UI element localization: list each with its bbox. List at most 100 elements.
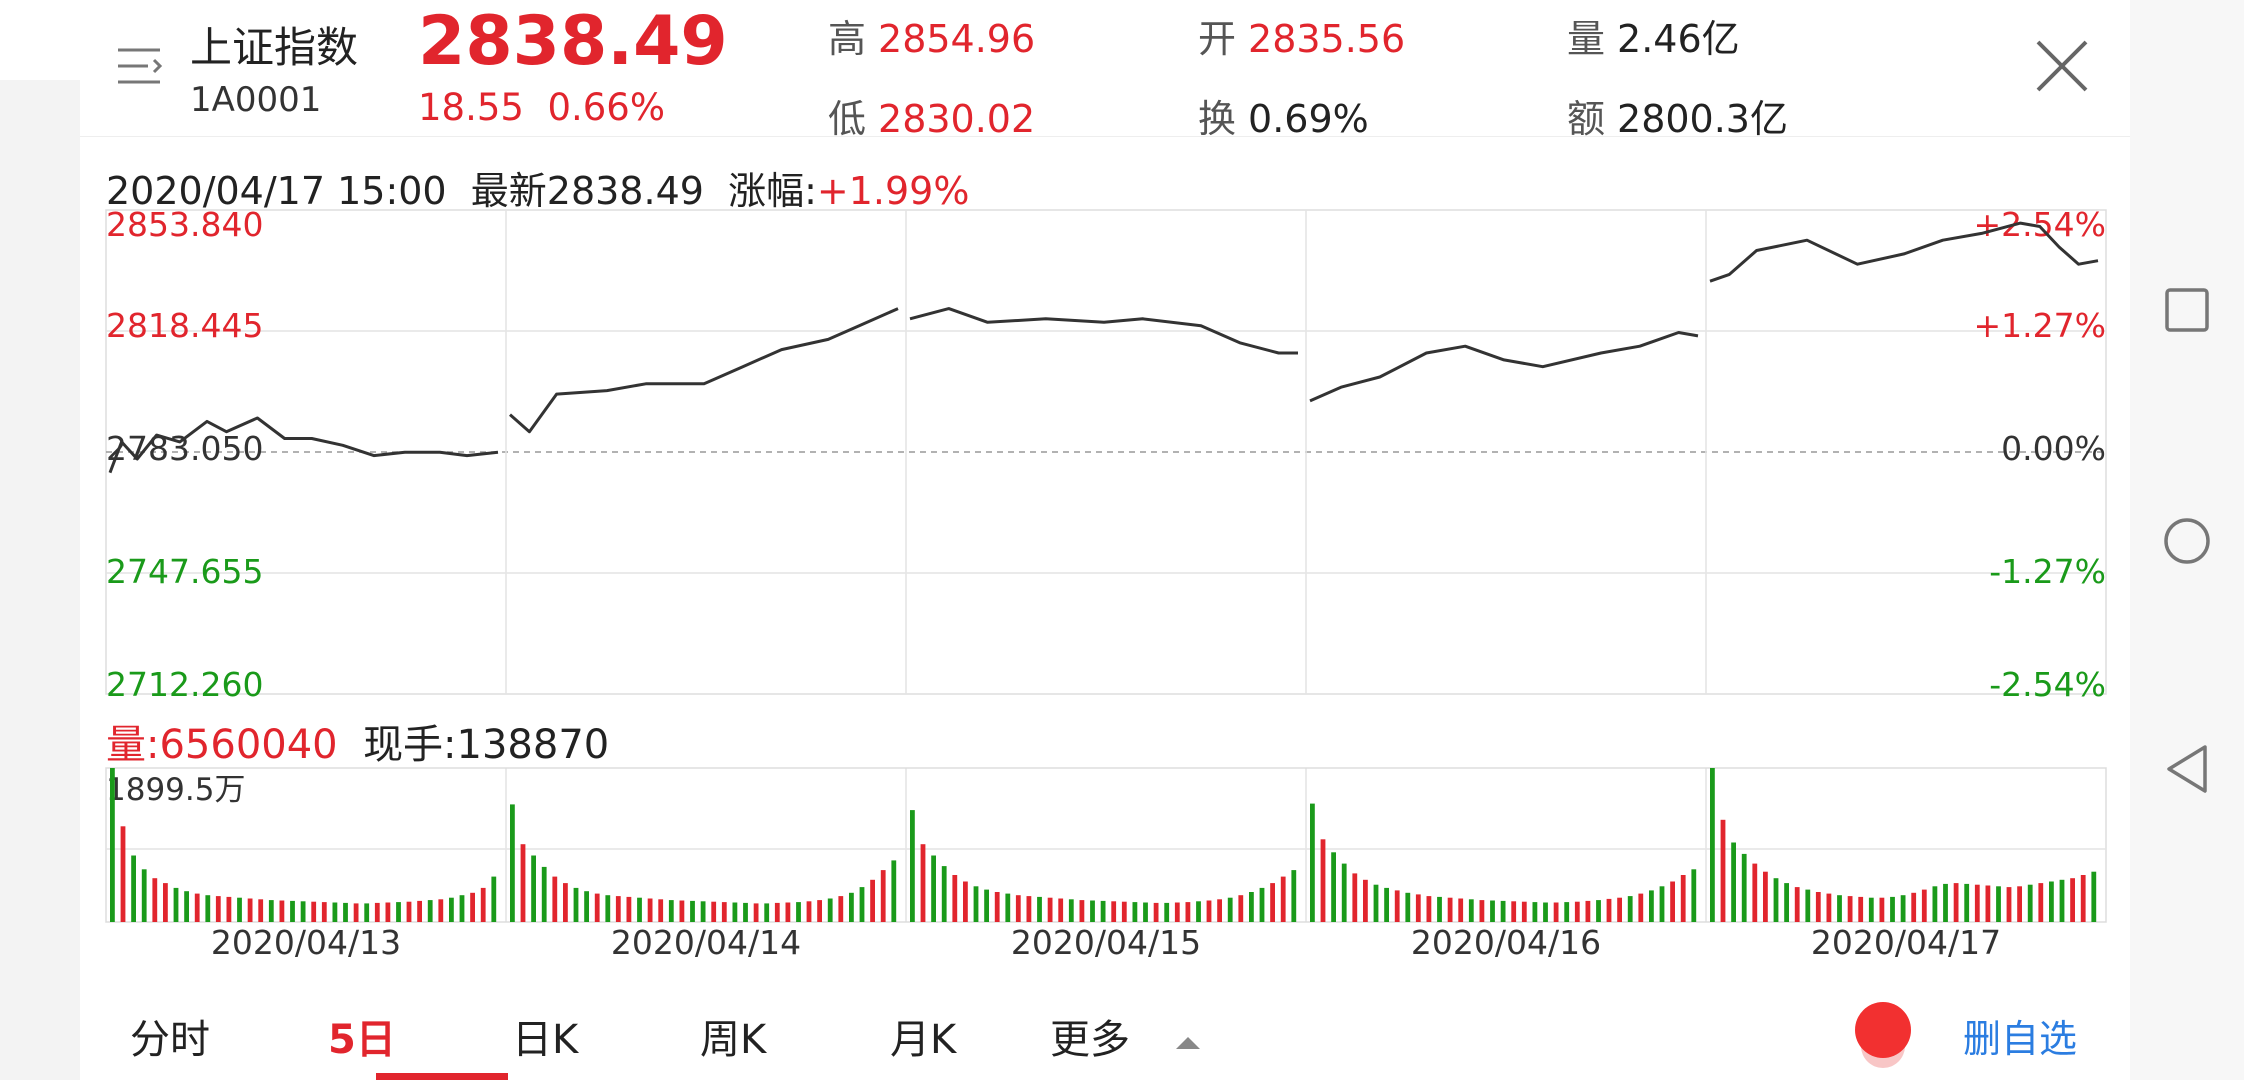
- close-icon[interactable]: [2032, 36, 2092, 96]
- stat-low: 低 2830.02: [828, 88, 1035, 143]
- volume-bar: [406, 901, 412, 922]
- volume-bar: [721, 902, 727, 922]
- y-tick-label: 2853.840: [106, 205, 263, 244]
- y-tick-label: 2712.260: [106, 665, 263, 704]
- volume-bar: [531, 855, 536, 922]
- volume-bar: [438, 899, 444, 922]
- volume-bar: [1784, 883, 1789, 922]
- tab-more[interactable]: 更多: [1050, 1007, 1203, 1065]
- info-latest: 最新2838.49: [470, 169, 704, 213]
- volume-bar: [205, 895, 211, 922]
- volume-bar: [1270, 883, 1275, 922]
- home-button[interactable]: [2130, 516, 2244, 566]
- volume-info-line: 量:6560040 现手:138870: [106, 712, 609, 770]
- info-pct: +1.99%: [816, 169, 970, 213]
- volume-bar: [1310, 803, 1315, 922]
- volume-bar: [1500, 900, 1506, 922]
- stat-value: 2830.02: [878, 97, 1036, 141]
- stat-open: 开 2835.56: [1198, 8, 1405, 63]
- volume-bar: [470, 892, 475, 922]
- volume-bar: [658, 899, 664, 922]
- volume-bar: [374, 902, 380, 922]
- tab-5day[interactable]: 5日: [328, 1017, 396, 1063]
- volume-bar: [1100, 900, 1106, 922]
- x-date-label: 2020/04/16: [1411, 923, 1601, 962]
- circle-icon: [2164, 518, 2210, 564]
- volume-bar: [258, 899, 264, 922]
- volume-bar: [1174, 902, 1180, 922]
- volume-bar: [1490, 900, 1495, 922]
- volume-total: 量:6560040: [106, 722, 338, 768]
- chart-info-line: 2020/04/17 15:00 最新2838.49 涨幅:+1.99%: [106, 160, 969, 215]
- price-change: 18.55 0.66%: [418, 86, 665, 129]
- remove-favorite-button[interactable]: 删自选: [1963, 1017, 2078, 1061]
- stat-label: 高: [828, 17, 867, 61]
- volume-bar: [796, 902, 801, 922]
- volume-bar: [764, 903, 770, 922]
- volume-bar: [1341, 863, 1347, 922]
- volume-bar: [1720, 819, 1726, 922]
- volume-bar: [1680, 875, 1686, 922]
- volume-bar: [1005, 893, 1011, 922]
- volume-bar: [910, 810, 915, 922]
- stat-label: 低: [828, 97, 867, 141]
- volume-bar: [520, 844, 526, 922]
- volume-bar: [1585, 900, 1591, 922]
- volume-bar: [353, 903, 359, 922]
- quote-header: 上证指数 1A0001 2838.49 18.55 0.66% 高 2854.96…: [80, 0, 2130, 141]
- volume-bar: [163, 883, 168, 922]
- tab-intraday[interactable]: 分时: [130, 1017, 210, 1063]
- volume-bar: [1659, 886, 1665, 922]
- volume-bar: [870, 879, 875, 922]
- system-nav-bar: [2130, 0, 2244, 1080]
- volume-bar: [1943, 883, 1948, 922]
- volume-bar: [1511, 901, 1517, 922]
- volume-bar: [279, 900, 285, 922]
- tab-daily-k[interactable]: 日K: [512, 1017, 579, 1063]
- volume-bar: [626, 896, 632, 922]
- volume-bar: [459, 895, 465, 922]
- back-button[interactable]: [2130, 742, 2244, 796]
- pct-tick-label: 0.00%: [2001, 429, 2106, 468]
- volume-bar: [1553, 902, 1559, 922]
- volume-bar: [637, 897, 642, 922]
- tab-monthly-k[interactable]: 月K: [890, 1017, 957, 1063]
- y-tick-label: 2783.050: [106, 429, 263, 468]
- volume-bar: [1458, 898, 1464, 922]
- volume-bar: [1741, 853, 1747, 922]
- volume-bar: [1259, 887, 1265, 922]
- volume-bar: [1015, 895, 1021, 922]
- y-tick-label: 2818.445: [106, 306, 263, 345]
- volume-bar: [1415, 894, 1421, 922]
- volume-bar: [510, 804, 515, 922]
- stat-amount: 额 2800.3亿: [1567, 88, 1788, 143]
- volume-bar: [1090, 900, 1095, 922]
- volume-bar: [1373, 884, 1379, 922]
- volume-bar: [385, 902, 391, 922]
- volume-bar: [1837, 895, 1842, 922]
- volume-current: 现手:138870: [363, 722, 610, 768]
- left-edge-panel: [0, 80, 80, 1080]
- volume-bar: [480, 887, 486, 922]
- volume-bar: [300, 901, 306, 922]
- period-tabs: 分时 5日 日K 周K 月K 更多: [80, 985, 2130, 1080]
- tab-weekly-k[interactable]: 周K: [700, 1017, 767, 1063]
- volume-bar: [184, 891, 189, 922]
- volume-bar: [1249, 892, 1254, 922]
- collapse-menu-icon[interactable]: [114, 44, 164, 88]
- volume-bar: [1426, 896, 1432, 922]
- volume-bar: [668, 900, 674, 922]
- volume-bar: [1479, 900, 1485, 922]
- volume-bar: [838, 896, 844, 922]
- favorite-dot-icon[interactable]: [1855, 1002, 1911, 1058]
- price-line-day-5: [1709, 221, 2099, 283]
- price-line-day-1: [108, 416, 499, 474]
- volume-bar: [711, 901, 717, 922]
- volume-bar: [952, 875, 958, 922]
- triangle-back-icon: [2167, 745, 2207, 793]
- volume-bar: [941, 866, 947, 922]
- recent-apps-button[interactable]: [2130, 286, 2244, 334]
- volume-bar: [1932, 886, 1938, 922]
- five-day-chart[interactable]: 2853.840 2818.445 2783.050 2747.655 2712.260…: [0, 0, 2130, 980]
- volume-bar: [647, 898, 653, 922]
